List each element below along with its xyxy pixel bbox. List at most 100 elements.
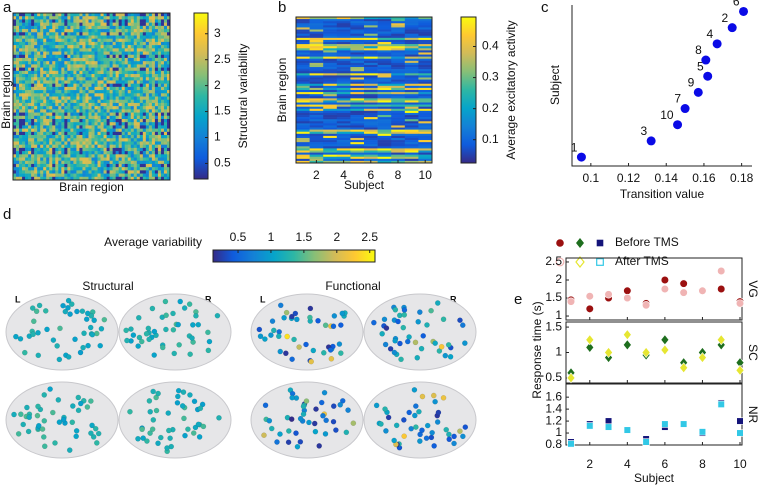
heatmap-cell (16, 167, 20, 171)
heatmap-cell (106, 154, 110, 158)
brain-node (140, 435, 146, 441)
heatmap-cell (133, 167, 138, 171)
heatmap-cell (64, 157, 68, 162)
heatmap-cell (296, 27, 310, 30)
heatmap-cell (16, 70, 20, 75)
brain-node (420, 333, 427, 339)
heatmap-cell (115, 160, 119, 165)
heatmap-cell (88, 96, 92, 101)
heatmap-cell (85, 90, 89, 94)
heatmap-cell (296, 121, 310, 124)
heatmap-cell (79, 70, 83, 75)
heatmap-cell (19, 19, 23, 23)
heatmap-cell (97, 74, 101, 78)
heatmap-cell (148, 176, 153, 181)
heatmap-cell (22, 51, 26, 56)
brain-node (382, 341, 389, 348)
heatmap-cell (350, 17, 365, 20)
heatmap-cell (103, 61, 107, 65)
heatmap-cell (58, 83, 62, 88)
heatmap-cell (404, 33, 419, 37)
heatmap-cell (46, 131, 50, 136)
heatmap-cell (148, 151, 153, 155)
heatmap-cell (309, 29, 324, 32)
heatmap-cell (154, 19, 159, 23)
heatmap-cell (85, 109, 89, 113)
heatmap-cell (115, 13, 119, 17)
heatmap-cell (154, 38, 159, 43)
heatmap-cell (136, 115, 141, 120)
point-label: 6 (733, 0, 740, 9)
heatmap-cell (91, 141, 95, 145)
heatmap-cell (91, 93, 95, 97)
brain-node (311, 420, 318, 427)
heatmap-cell (151, 93, 156, 97)
brain-node (307, 305, 314, 312)
heatmap-cell (133, 67, 138, 72)
heatmap-cell (377, 112, 392, 116)
heatmap-cell (31, 45, 35, 49)
heatmap-cell (336, 135, 351, 139)
heatmap-cell (139, 86, 144, 91)
heatmap-cell (82, 83, 86, 88)
heatmap-cell (377, 44, 392, 47)
heatmap-cell (40, 13, 44, 17)
heatmap-cell (103, 16, 107, 20)
heatmap-cell (309, 115, 324, 118)
brain-node (413, 424, 419, 430)
heatmap-cell (52, 147, 56, 152)
heatmap-cell (49, 86, 53, 91)
heatmap-cell (13, 25, 17, 30)
heatmap-cell (61, 74, 65, 78)
heatmap-cell (336, 37, 351, 41)
heatmap-cell (34, 147, 38, 152)
heatmap-cell (145, 25, 150, 30)
heatmap-cell (67, 138, 71, 142)
heatmap-cell (157, 154, 162, 158)
heatmap-cell (37, 22, 41, 27)
heatmap-cell (49, 138, 53, 142)
heatmap-cell (70, 74, 74, 78)
heatmap-cell (127, 138, 132, 142)
heatmap-cell (64, 35, 68, 39)
heatmap-cell (64, 54, 68, 59)
heatmap-cell (166, 35, 171, 39)
heatmap-cell (22, 83, 26, 88)
heatmap-cell (70, 48, 74, 52)
heatmap-cell (391, 115, 406, 118)
heatmap-cell (404, 44, 419, 47)
heatmap-cell (124, 61, 129, 65)
heatmap-cell (109, 93, 113, 97)
heatmap-cell (16, 48, 20, 52)
heatmap-cell (76, 109, 80, 113)
heatmap-cell (391, 21, 406, 24)
heatmap-cell (22, 106, 26, 110)
heatmap-cell (37, 93, 41, 97)
heatmap-cell (100, 51, 104, 56)
heatmap-cell (148, 144, 153, 149)
heatmap-cell (118, 131, 122, 136)
heatmap-cell (61, 163, 65, 168)
heatmap-cell (163, 112, 168, 117)
heatmap-cell (88, 13, 92, 17)
heatmap-cell (58, 102, 62, 107)
heatmap-cell (145, 102, 150, 107)
heatmap-cell (103, 131, 107, 136)
brain-node (411, 387, 418, 393)
colorbar (460, 16, 477, 164)
heatmap-cell (64, 131, 68, 136)
heatmap-cell (97, 67, 101, 72)
heatmap-cell (350, 79, 365, 82)
heatmap-cell (130, 144, 135, 149)
heatmap-cell (121, 125, 126, 129)
heatmap-cell (82, 54, 86, 59)
heatmap-cell (151, 125, 156, 129)
heatmap-cell (112, 147, 116, 152)
heatmap-cell (350, 100, 365, 103)
colorbar-label: Structural variability (236, 44, 250, 149)
heatmap-cell (103, 70, 107, 75)
heatmap-cell (115, 99, 119, 104)
heatmap-cell (43, 51, 47, 56)
heatmap-cell (145, 125, 150, 129)
heatmap-cell (52, 57, 56, 62)
